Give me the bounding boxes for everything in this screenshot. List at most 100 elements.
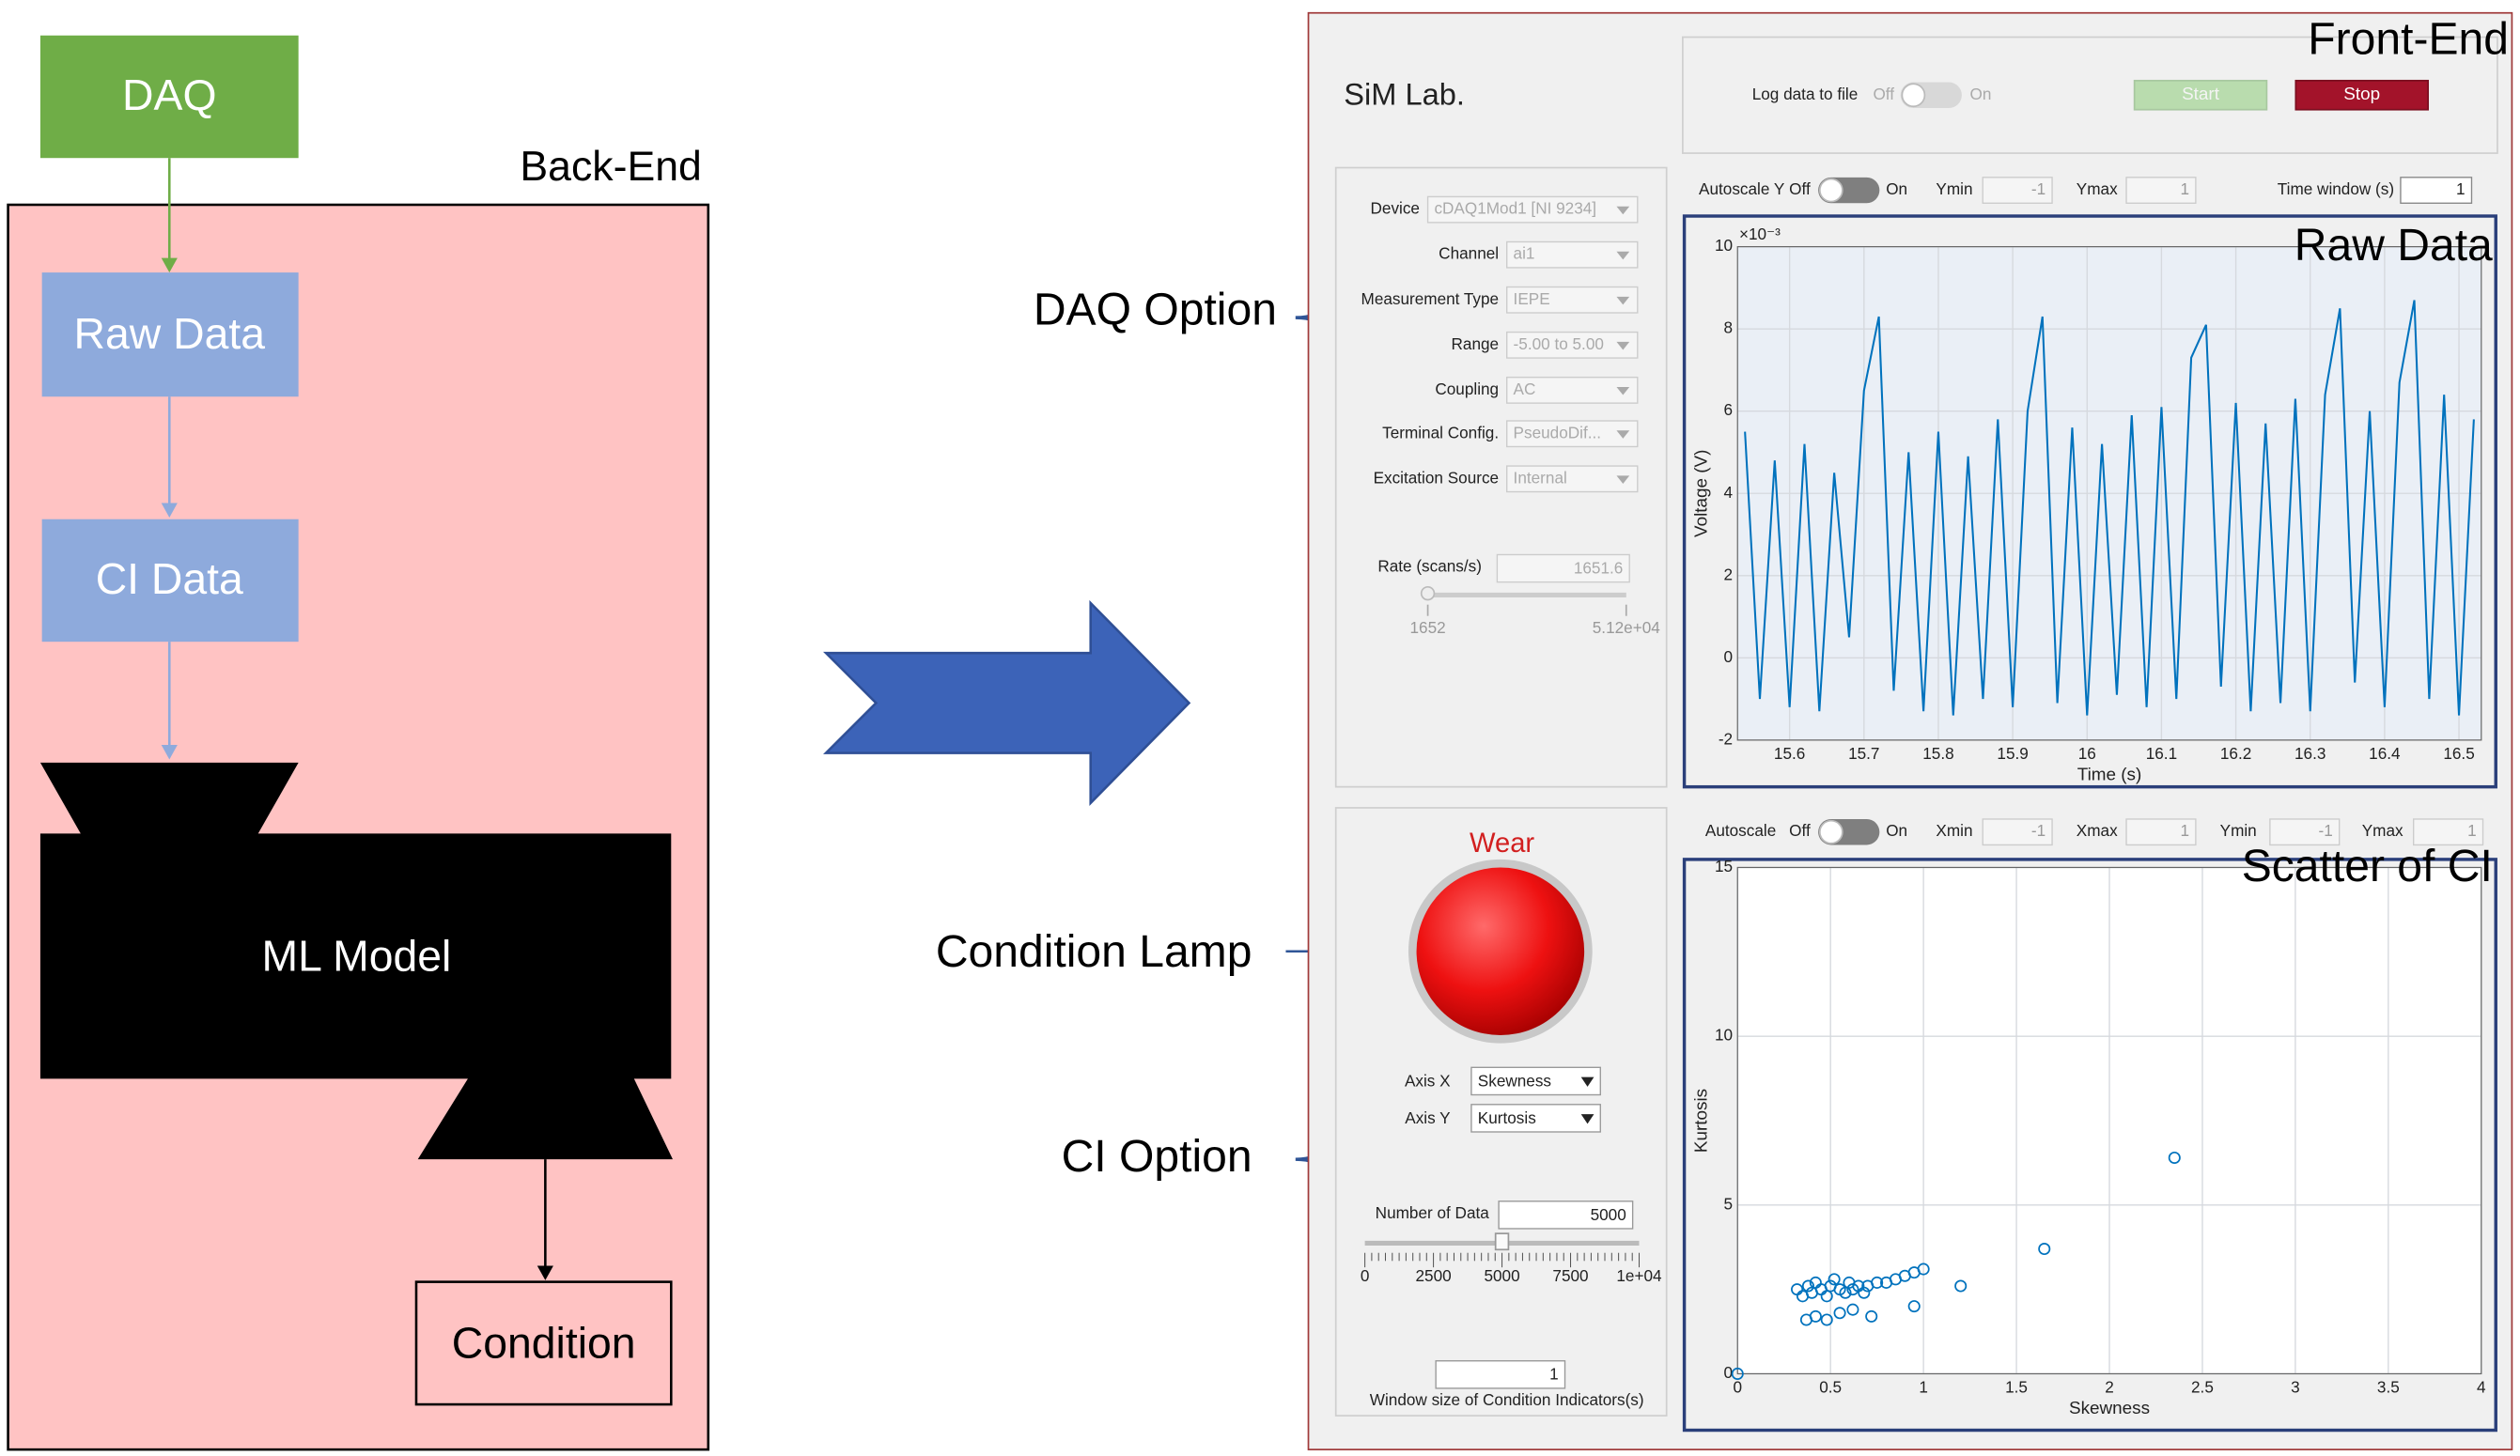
label: Log data to file bbox=[1752, 85, 1859, 103]
input-value: -1 bbox=[2031, 821, 2046, 840]
toggle-on: On bbox=[1886, 821, 1907, 840]
dropdown[interactable] bbox=[1506, 240, 1639, 269]
input bbox=[1982, 818, 2053, 846]
x-tick-label: 16 bbox=[2078, 744, 2096, 763]
label: Time window (s) bbox=[2278, 179, 2394, 198]
data-point bbox=[1865, 1309, 1878, 1323]
y-axis-label: Kurtosis bbox=[1691, 1089, 1711, 1153]
y-tick-label: 15 bbox=[1715, 857, 1733, 875]
input[interactable] bbox=[1498, 1200, 1634, 1230]
input[interactable] bbox=[2400, 177, 2473, 204]
node-label: CI Data bbox=[96, 554, 243, 603]
input bbox=[2412, 818, 2484, 846]
y-tick-label: 10 bbox=[1715, 236, 1733, 255]
data-point bbox=[1801, 1279, 1814, 1293]
input-value: 1 bbox=[2467, 821, 2477, 840]
x-tick-label: 15.7 bbox=[1848, 744, 1879, 763]
field-label: Range bbox=[1452, 334, 1500, 353]
dropdown[interactable] bbox=[1470, 1066, 1601, 1096]
raw-data-node bbox=[41, 272, 299, 397]
arrow-head bbox=[537, 1265, 553, 1280]
dropdown[interactable] bbox=[1506, 331, 1639, 359]
slider-thumb[interactable] bbox=[1494, 1232, 1510, 1251]
y-tick-label: 2 bbox=[1724, 565, 1734, 583]
dropdown[interactable] bbox=[1506, 376, 1639, 404]
field-label: Axis Y bbox=[1405, 1108, 1451, 1127]
input-value: 5000 bbox=[1591, 1205, 1626, 1224]
label: Xmin bbox=[1936, 821, 1972, 840]
y-tick-label: 10 bbox=[1715, 1026, 1733, 1045]
chart-title: Raw Data bbox=[2294, 220, 2493, 271]
x-tick-label: 16.5 bbox=[2443, 744, 2474, 763]
panel bbox=[1334, 166, 1668, 788]
node-label: Raw Data bbox=[74, 309, 266, 358]
input bbox=[2125, 177, 2197, 204]
y-axis-label: Voltage (V) bbox=[1691, 450, 1711, 537]
data-point bbox=[1820, 1313, 1833, 1326]
field-label: Coupling bbox=[1435, 379, 1499, 398]
field-label: Window size of Condition Indicators(s) bbox=[1370, 1390, 1644, 1409]
label: Ymin bbox=[2220, 821, 2257, 840]
condition-lamp bbox=[1416, 867, 1585, 1035]
data-line bbox=[1744, 300, 2475, 716]
y-tick-label: 5 bbox=[1724, 1194, 1734, 1213]
x-axis-label: Skewness bbox=[2069, 1399, 2150, 1418]
dropdown-arrow bbox=[1616, 206, 1630, 215]
axes-frame bbox=[1736, 246, 2482, 741]
dropdown[interactable] bbox=[1506, 465, 1639, 493]
label: Ymax bbox=[2362, 821, 2403, 840]
data-point bbox=[1871, 1276, 1884, 1289]
dropdown[interactable] bbox=[1470, 1104, 1601, 1133]
toggle-knob bbox=[1818, 178, 1843, 203]
dropdown[interactable] bbox=[1426, 195, 1639, 224]
dropdown-value: -5.00 to 5.00 bbox=[1514, 334, 1604, 353]
x-tick-label: 2.5 bbox=[2191, 1377, 2214, 1396]
label: Autoscale bbox=[1705, 821, 1776, 840]
ci-data-node bbox=[41, 519, 299, 643]
button[interactable] bbox=[2294, 79, 2429, 111]
section-title: Back-End bbox=[520, 144, 702, 190]
dropdown-arrow bbox=[1580, 1114, 1594, 1124]
toggle-on: On bbox=[1886, 179, 1907, 198]
x-tick-label: 16.1 bbox=[2146, 744, 2177, 763]
annotation: Condition Lamp bbox=[936, 926, 1252, 977]
lamp-label: Wear bbox=[1470, 829, 1534, 859]
input-value: -1 bbox=[2031, 179, 2046, 198]
data-point bbox=[1846, 1303, 1859, 1316]
dropdown[interactable] bbox=[1506, 420, 1639, 448]
slider-label: 7500 bbox=[1552, 1266, 1588, 1285]
y-tick-label: 0 bbox=[1724, 647, 1734, 666]
label: Xmax bbox=[2077, 821, 2118, 840]
panel bbox=[1682, 36, 2498, 154]
app-name: SiM Lab. bbox=[1344, 77, 1465, 112]
slider-label: 0 bbox=[1361, 1266, 1370, 1285]
x-tick-label: 2 bbox=[2105, 1377, 2114, 1396]
y-tick-label: 6 bbox=[1724, 400, 1734, 419]
field-label: Axis X bbox=[1405, 1071, 1451, 1090]
chart-title: Scatter of CI bbox=[2242, 841, 2493, 891]
x-tick-label: 0.5 bbox=[1819, 1377, 1842, 1396]
dropdown-arrow bbox=[1616, 296, 1630, 305]
x-tick-label: 0 bbox=[1733, 1377, 1742, 1396]
node-label: DAQ bbox=[122, 70, 216, 119]
x-tick-label: 3 bbox=[2291, 1377, 2300, 1396]
data-point bbox=[1954, 1279, 1968, 1293]
input-value: 1 bbox=[2456, 179, 2466, 198]
data-point bbox=[2038, 1242, 2051, 1256]
label: Autoscale Y bbox=[1699, 179, 1785, 198]
field-label: Excitation Source bbox=[1374, 468, 1500, 487]
dropdown[interactable] bbox=[1506, 286, 1639, 314]
data-point bbox=[1809, 1309, 1822, 1323]
dropdown-arrow bbox=[1616, 475, 1630, 484]
button-label: Stop bbox=[2343, 85, 2380, 104]
button[interactable] bbox=[2133, 79, 2268, 111]
button-label: Start bbox=[2182, 85, 2220, 104]
annotation: DAQ Option bbox=[1034, 285, 1277, 335]
dropdown-value: PseudoDif... bbox=[1514, 423, 1601, 441]
section-title: Front-End bbox=[2308, 13, 2509, 64]
field-label: Rate (scans/s) bbox=[1377, 557, 1482, 576]
dropdown-arrow bbox=[1616, 386, 1630, 395]
daq-node bbox=[39, 35, 299, 159]
input[interactable] bbox=[1435, 1360, 1566, 1389]
